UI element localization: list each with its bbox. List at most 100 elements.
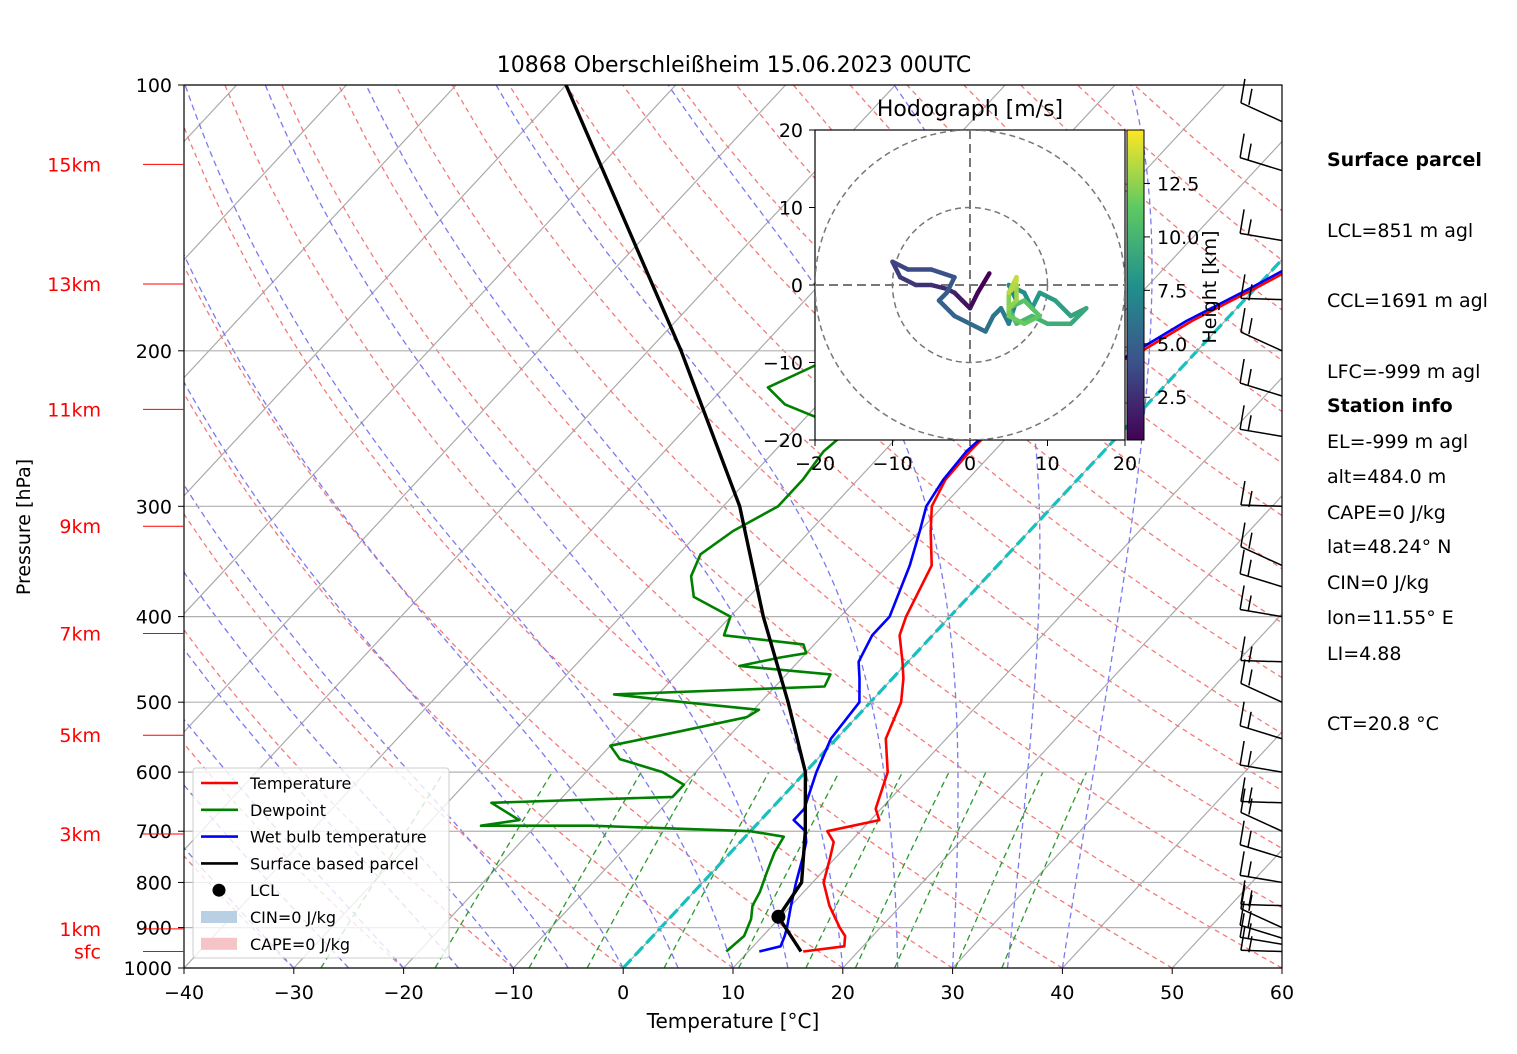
hodograph-segment (1068, 306, 1089, 326)
colorbar-tick-label: 10.0 (1157, 227, 1199, 249)
station-info-title: Station info (1327, 395, 1453, 417)
wind-barb (1240, 522, 1283, 567)
freezing-isotherm (622, 257, 1282, 968)
dry-adiabat (184, 264, 844, 968)
y-axis-label: Pressure [hPa] (13, 459, 35, 595)
wind-barb (1239, 549, 1283, 588)
wind-barb-flag (1247, 415, 1252, 432)
wind-barb-flag (1248, 669, 1253, 686)
legend-label: Surface based parcel (250, 854, 419, 873)
hodograph-segment (898, 275, 918, 288)
wind-barb-flag (1239, 851, 1245, 876)
x-tick-label: 0 (617, 982, 629, 1004)
surface-parcel-line: LI=4.88 (1327, 642, 1402, 665)
x-tick-label: −40 (164, 982, 204, 1004)
wind-barb-flag (1247, 861, 1252, 878)
wind-barb-flag (1240, 659, 1246, 684)
wind-barb-flag (1248, 787, 1253, 804)
wind-barb-flag (1247, 830, 1252, 847)
moist-adiabat (1061, 85, 1153, 968)
hodograph-segment (1006, 313, 1027, 326)
hodograph-segment (1029, 290, 1042, 311)
hodograph-y-tick-label: 0 (791, 275, 803, 297)
wind-barb-flag (1239, 585, 1245, 610)
wind-barb (1239, 405, 1283, 438)
wind-barb-staff (1239, 573, 1283, 588)
hodograph-segment (890, 259, 911, 272)
wind-barb (1239, 851, 1283, 884)
dry-adiabat (184, 392, 734, 968)
surface-parcel-line (564, 85, 808, 953)
height-label: 3km (59, 824, 101, 846)
height-label: 7km (59, 623, 101, 645)
wind-barb (1239, 820, 1283, 859)
colorbar-tick-label: 5.0 (1157, 334, 1187, 356)
wind-barb-staff (1239, 874, 1283, 884)
hodograph-segment (967, 321, 988, 334)
x-tick-label: 40 (1050, 982, 1074, 1004)
y-tick-label: 100 (136, 75, 172, 97)
y-tick-label: 700 (136, 821, 172, 843)
wind-barb (1239, 209, 1283, 242)
x-tick-label: −10 (493, 982, 533, 1004)
surface-parcel-line: CCL=1691 m agl (1327, 290, 1488, 312)
hodograph-title: Hodograph [m/s] (877, 97, 1063, 122)
wind-barbs (1239, 78, 1283, 953)
legend-swatch (201, 937, 237, 950)
mixing-ratio-line (528, 771, 642, 968)
surface-parcel-panel: Surface parcel LCL=851 m agl CCL=1691 m … (1327, 102, 1488, 760)
wind-barb-flag (1248, 284, 1253, 301)
hodograph-x-tick-label: 20 (1113, 453, 1137, 475)
hodograph-y-tick-label: 20 (779, 120, 803, 142)
lcl-marker (771, 909, 786, 924)
dry-adiabat (508, 85, 1282, 792)
wind-barb-flag (1239, 133, 1245, 158)
station-info-line: lon=11.55° E (1327, 606, 1454, 629)
x-tick-label: 50 (1160, 982, 1184, 1004)
isotherm-line (184, 85, 347, 261)
legend-swatch (201, 911, 237, 923)
wind-barb-flag (1248, 490, 1253, 508)
wind-barb-flag (1248, 88, 1253, 105)
wind-barb (1240, 777, 1283, 804)
hodograph-x-tick-label: −10 (872, 453, 912, 475)
wind-barb (1240, 788, 1283, 832)
hodograph-segment (1053, 298, 1073, 319)
legend-label: LCL (250, 881, 279, 900)
colorbar-tick-label: 7.5 (1157, 280, 1187, 302)
x-tick-label: 30 (941, 982, 965, 1004)
legend: Temperature Dewpoint Wet bulb temperature S… (192, 767, 450, 959)
wind-barb-staff (1240, 903, 1283, 907)
wind-barb-flag (1247, 219, 1252, 236)
height-label: 13km (47, 274, 101, 296)
wind-barb (1239, 358, 1283, 397)
wind-barb (1239, 740, 1283, 773)
wind-barb-staff (1240, 102, 1283, 123)
wind-barb-staff (1239, 428, 1283, 438)
wind-barb-flag (1239, 358, 1245, 384)
wind-barb-staff (1239, 844, 1283, 859)
surface-parcel-line: EL=-999 m agl (1327, 431, 1469, 453)
mixing-ratio-line (954, 771, 1044, 968)
wind-barb-flag (1239, 209, 1245, 234)
height-label: 1km (59, 919, 101, 941)
hodograph-segment (936, 298, 957, 319)
moist-adiabat (495, 85, 899, 968)
wind-barb-flag (1240, 522, 1246, 547)
wind-barb-flag (1239, 740, 1245, 766)
wind-barb (1239, 585, 1283, 618)
y-tick-label: 600 (136, 762, 172, 784)
wind-barb-staff (1240, 297, 1283, 301)
hodograph-segment (929, 267, 957, 280)
wind-barb-staff (1239, 764, 1283, 773)
wind-barb-flag (1248, 532, 1253, 549)
wind-barb (1240, 636, 1283, 663)
legend-label: Temperature (249, 774, 351, 793)
wind-barb (1239, 133, 1283, 172)
wind-barb-staff (1240, 545, 1283, 567)
legend-swatch (212, 883, 226, 897)
dry-adiabat (184, 124, 953, 968)
wind-barb (1240, 480, 1283, 508)
isotherm-line (184, 85, 567, 497)
